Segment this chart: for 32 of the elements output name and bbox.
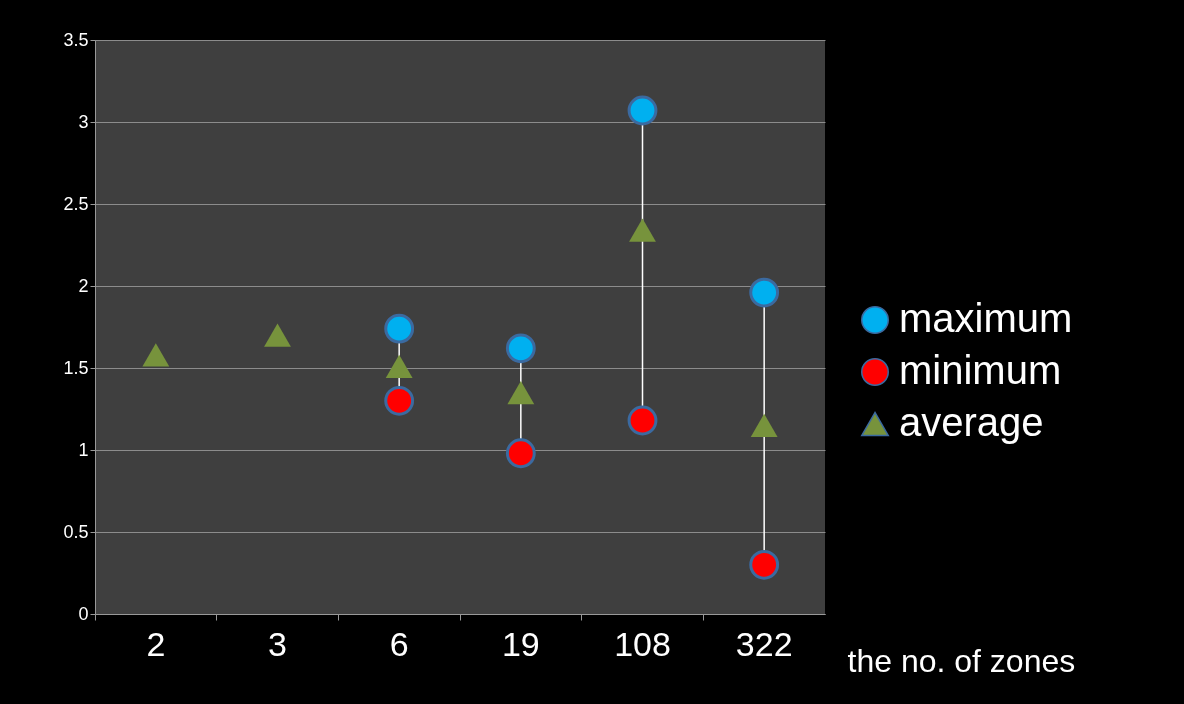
x-tick-label: 3 — [268, 624, 287, 663]
y-tick-label: 1.5 — [63, 357, 89, 378]
y-tick-label: 2.5 — [63, 193, 89, 214]
point — [749, 549, 780, 580]
point — [384, 385, 415, 416]
x-tick-label: 19 — [501, 624, 540, 663]
x-tick-label: 6 — [389, 624, 409, 663]
point — [505, 438, 536, 469]
y-tick-label: 3.5 — [63, 29, 89, 50]
legend-label: minimum — [899, 348, 1062, 392]
x-tick-label: 322 — [735, 624, 793, 663]
x-axis-title: the no. of zones — [847, 642, 1076, 679]
point — [384, 313, 415, 344]
point — [627, 405, 658, 436]
point — [750, 413, 778, 438]
point — [264, 323, 291, 347]
x-tick-label: 108 — [614, 624, 671, 663]
point — [507, 380, 535, 405]
y-tick-label: 0 — [78, 603, 89, 624]
point — [627, 95, 658, 126]
y-tick-label: 0.5 — [63, 521, 89, 542]
point — [629, 218, 656, 242]
point — [385, 354, 413, 378]
y-tick-label: 3 — [78, 111, 89, 132]
legend-label: maximum — [899, 296, 1073, 340]
legend-label: average — [899, 400, 1044, 444]
point — [505, 333, 536, 364]
x-tick-label: 2 — [146, 624, 166, 663]
point — [142, 343, 170, 367]
point — [749, 277, 780, 308]
y-tick-label: 1 — [78, 439, 89, 460]
y-tick-label: 2 — [78, 275, 89, 296]
